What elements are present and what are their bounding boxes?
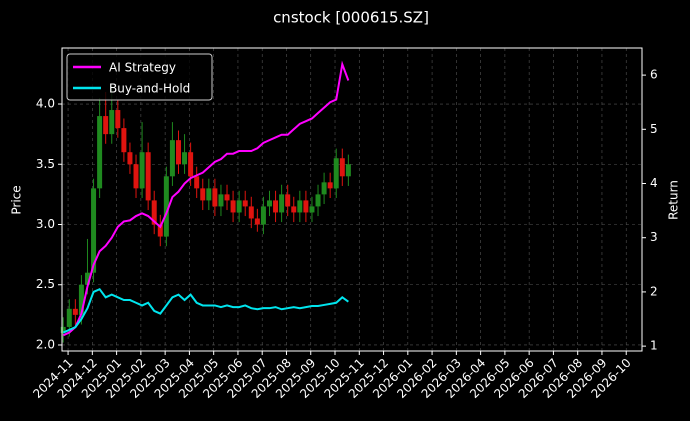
candle-body [66,308,72,327]
line-series [62,287,349,334]
candle-body [175,140,181,165]
y2-tick-label: 4 [650,176,658,190]
y-axis-label: Price [10,185,24,214]
candle-body [339,158,345,177]
candle-body [182,152,188,165]
y2-tick-label: 2 [650,284,658,298]
candle-body [139,152,145,189]
candle-body [194,176,200,189]
legend-box [66,53,213,101]
candle-body [266,200,272,207]
candle-body [327,182,333,189]
candle-body [321,182,327,195]
candle-body [254,218,260,225]
candle-body [163,176,169,237]
y2-tick-label: 3 [650,230,658,244]
candle-body [84,272,90,285]
y2-tick-label: 1 [650,339,658,353]
candle-body [109,110,115,135]
y2-axis-label: Return [667,180,681,220]
chart-title: cnstock [000615.SZ] [273,9,429,27]
y-tick-label: 4.0 [36,97,55,111]
candle-body [91,188,97,273]
candle-body [60,326,66,333]
legend-label: Buy-and-Hold [109,82,190,96]
candle-body [212,188,218,207]
candle-body [121,128,127,153]
candle-body [303,200,309,213]
candle-body [206,188,212,201]
candle-body [97,116,103,189]
candle-body [273,200,279,213]
candle-body [103,116,109,135]
candle-body [291,206,297,213]
candle-body [230,200,236,213]
candle-body [157,224,163,237]
candle-body [333,158,339,189]
plot-frame [61,47,643,352]
candle-body [115,110,121,129]
candle-body [248,206,254,219]
line-series [62,60,350,337]
candle-body [127,152,133,165]
candle-body [315,194,321,207]
y-tick-label: 2.5 [36,277,55,291]
candle-body [236,200,242,213]
y2-tick-label: 5 [650,122,658,136]
candle-body [188,152,194,177]
candle-body [218,194,224,207]
candle-body [309,206,315,213]
legend: AI Strategy Buy-and-Hold [66,53,213,101]
candle-body [242,200,248,207]
candle-body [78,284,84,315]
y-tick-label: 2.0 [36,337,55,351]
candle-body [279,194,285,213]
candle-body [224,194,230,201]
candle-body [260,206,266,225]
candle-body [169,140,175,177]
candle-body [72,308,78,315]
candle-body [145,152,151,201]
y2-tick-label: 6 [650,68,658,82]
candle-body [285,194,291,207]
legend-label: AI Strategy [109,61,176,75]
y-tick-label: 3.0 [36,217,55,231]
candle-body [200,188,206,201]
candle-body [345,164,351,177]
candle-body [151,200,157,225]
candle-body [133,164,139,189]
candle-body [297,200,303,213]
y-tick-label: 3.5 [36,157,55,171]
